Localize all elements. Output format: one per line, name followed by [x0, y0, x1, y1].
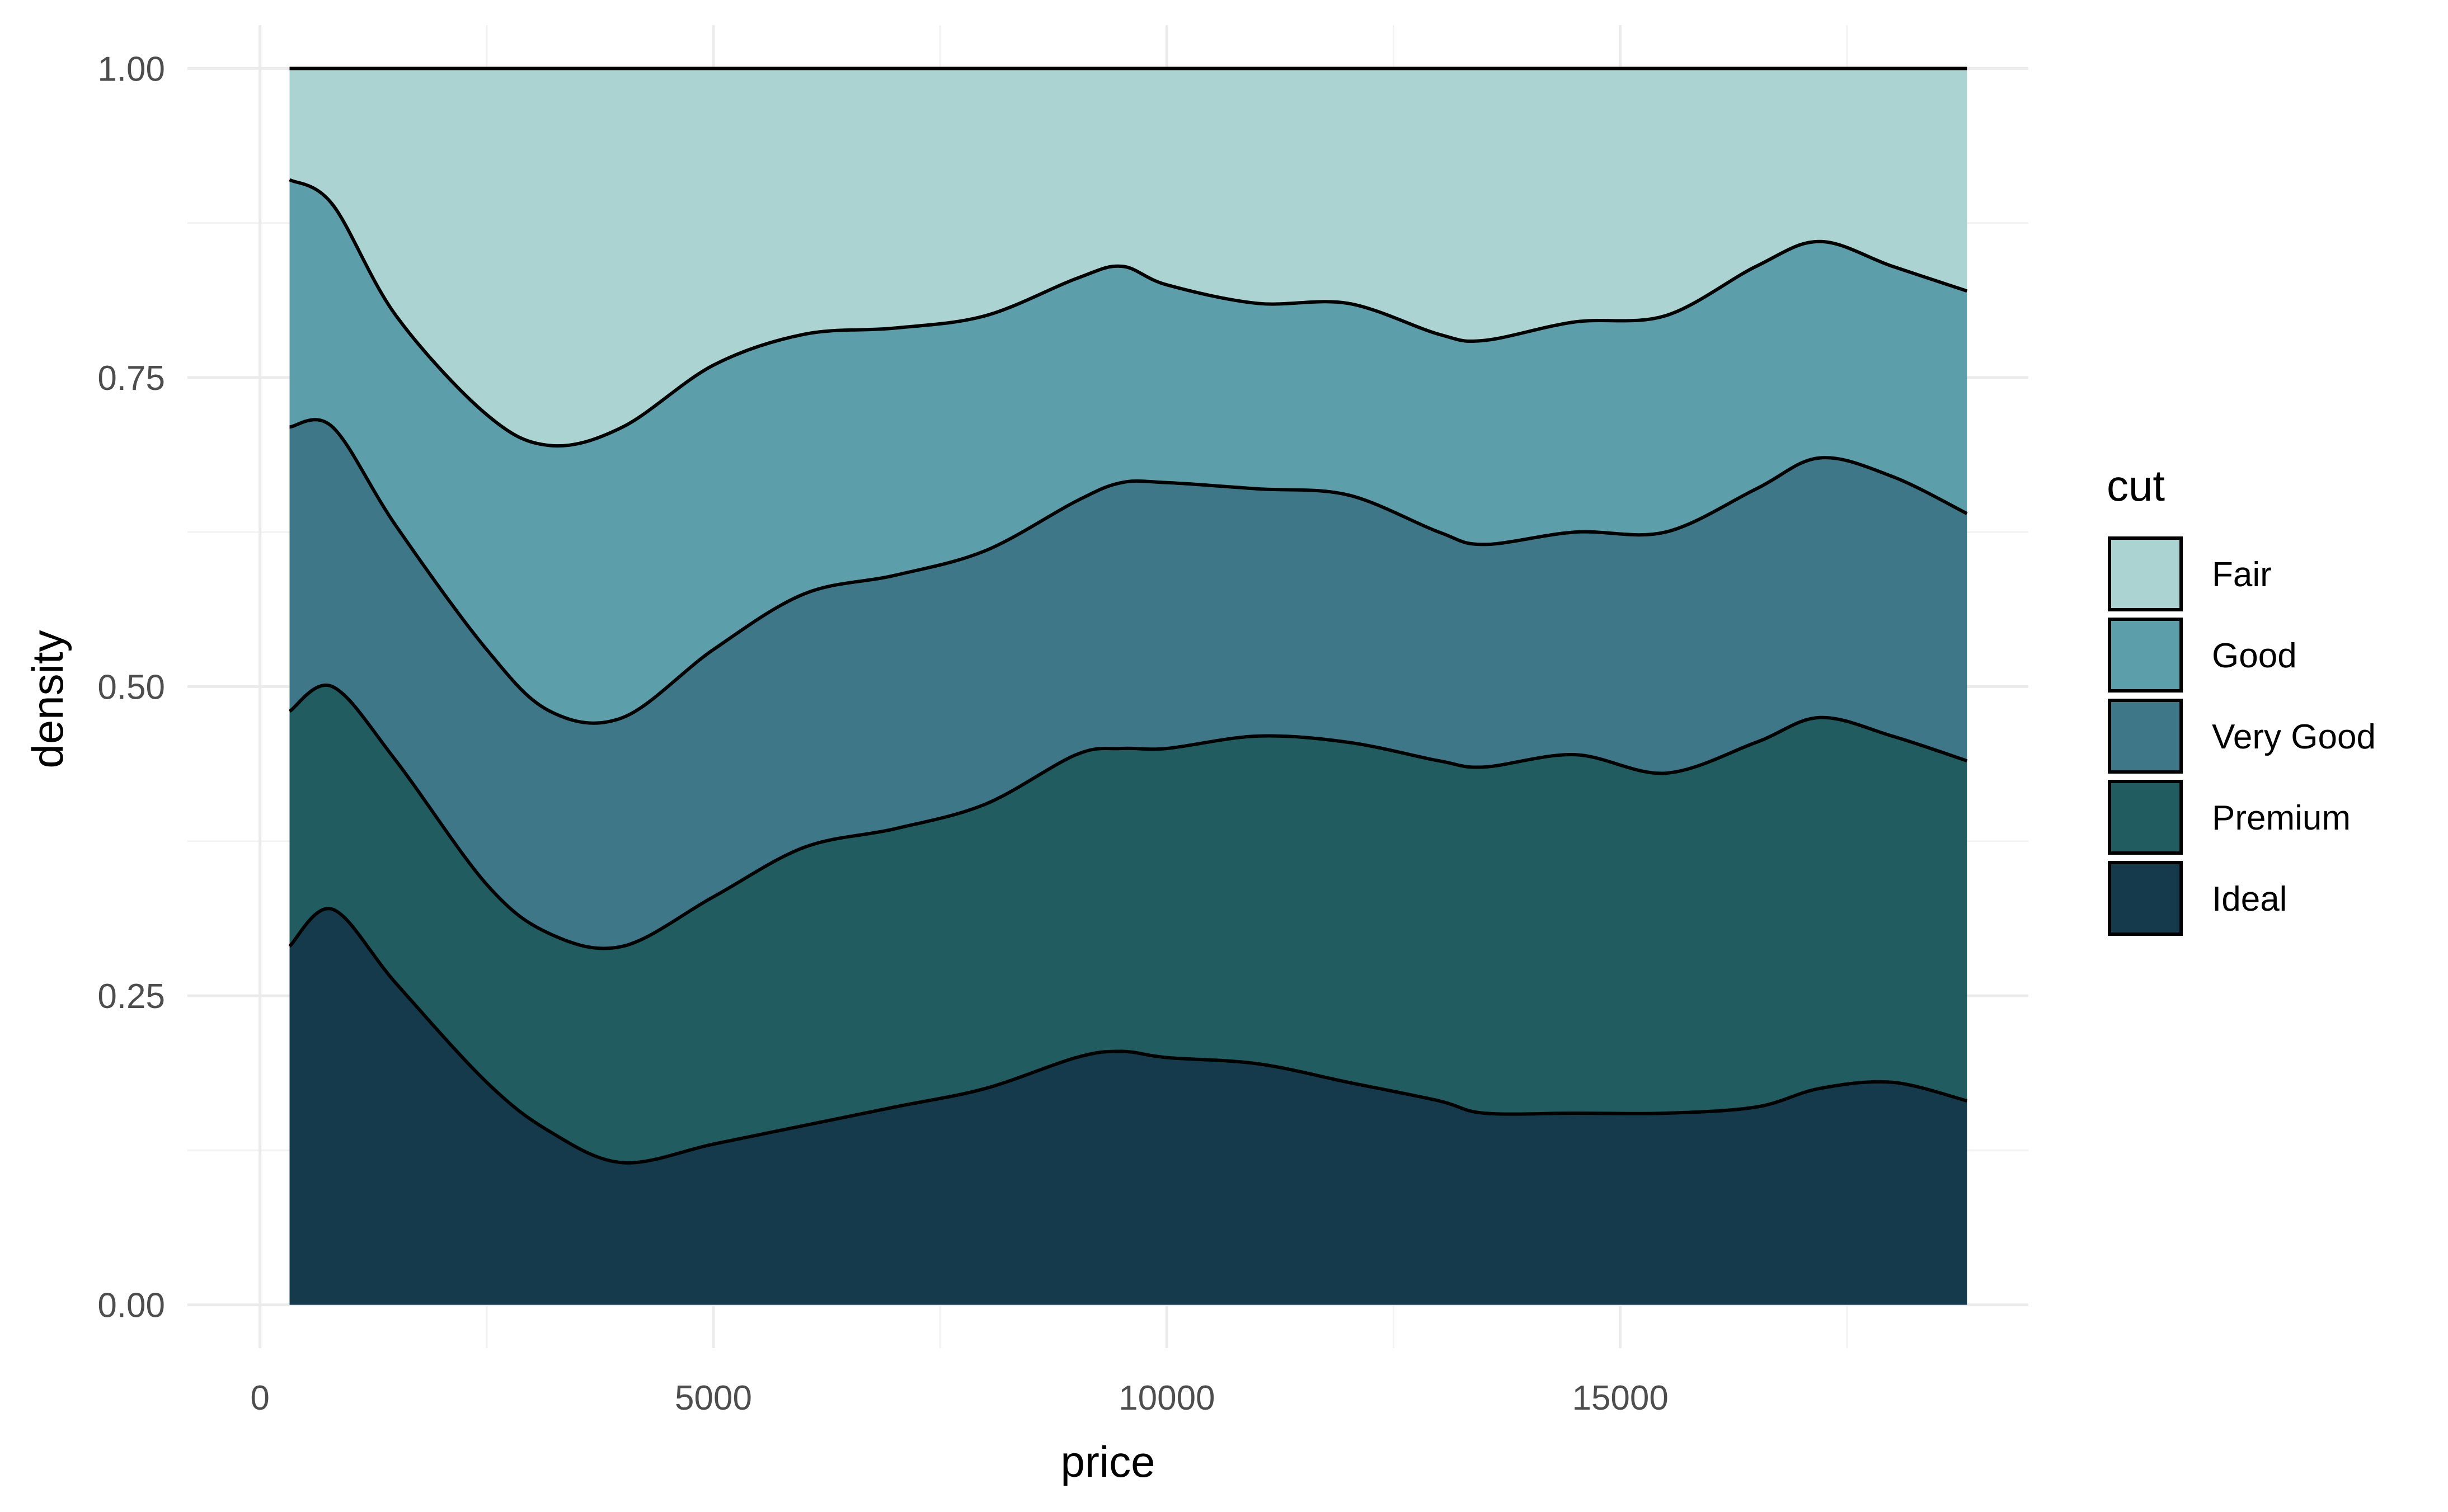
legend-key-ideal — [2108, 861, 2183, 936]
boundary-line-premium — [288, 684, 1968, 950]
area-ideal — [289, 908, 1967, 1305]
x-axis-title: price — [1060, 1437, 1155, 1486]
y-tick-label: 0.25 — [97, 977, 165, 1016]
boundary-line-good — [289, 178, 1968, 448]
x-tick-label: 5000 — [675, 1379, 752, 1417]
legend-title: cut — [2107, 461, 2165, 510]
area-good — [289, 180, 1967, 723]
y-tick-label: 0.00 — [97, 1287, 165, 1325]
legend-key-good — [2108, 618, 2183, 693]
x-tick-label: 10000 — [1119, 1379, 1215, 1417]
x-axis-ticks: 0 5000 10000 15000 — [250, 1379, 1668, 1417]
legend-label-ideal: Ideal — [2212, 880, 2287, 918]
legend-label-premium: Premium — [2212, 799, 2351, 837]
legend: cut Fair Good Very Good Premium Ideal — [2107, 461, 2376, 936]
legend-entries: Fair Good Very Good Premium Ideal — [2108, 536, 2376, 936]
y-axis-title: density — [23, 630, 72, 768]
legend-key-fair — [2108, 536, 2183, 611]
legend-label-very-good: Very Good — [2212, 718, 2376, 756]
area-very-good — [289, 420, 1967, 949]
y-tick-label: 1.00 — [97, 50, 165, 88]
legend-label-fair: Fair — [2212, 555, 2272, 594]
boundary-line-ideal — [288, 907, 1968, 1165]
boundary-line-very-good — [289, 418, 1968, 725]
area-fair — [289, 68, 1967, 446]
y-axis-ticks: 0.00 0.25 0.50 0.75 1.00 — [97, 50, 165, 1325]
x-tick-label: 0 — [250, 1379, 269, 1417]
y-tick-label: 0.50 — [97, 668, 165, 707]
legend-key-premium — [2108, 780, 2183, 855]
stacked-areas — [289, 68, 1967, 1305]
area-premium — [289, 685, 1967, 1163]
x-tick-label: 15000 — [1572, 1379, 1668, 1417]
legend-key-very-good — [2108, 699, 2183, 774]
boundary-lines — [288, 67, 1968, 1165]
y-tick-label: 0.75 — [97, 359, 165, 398]
legend-label-good: Good — [2212, 637, 2297, 675]
